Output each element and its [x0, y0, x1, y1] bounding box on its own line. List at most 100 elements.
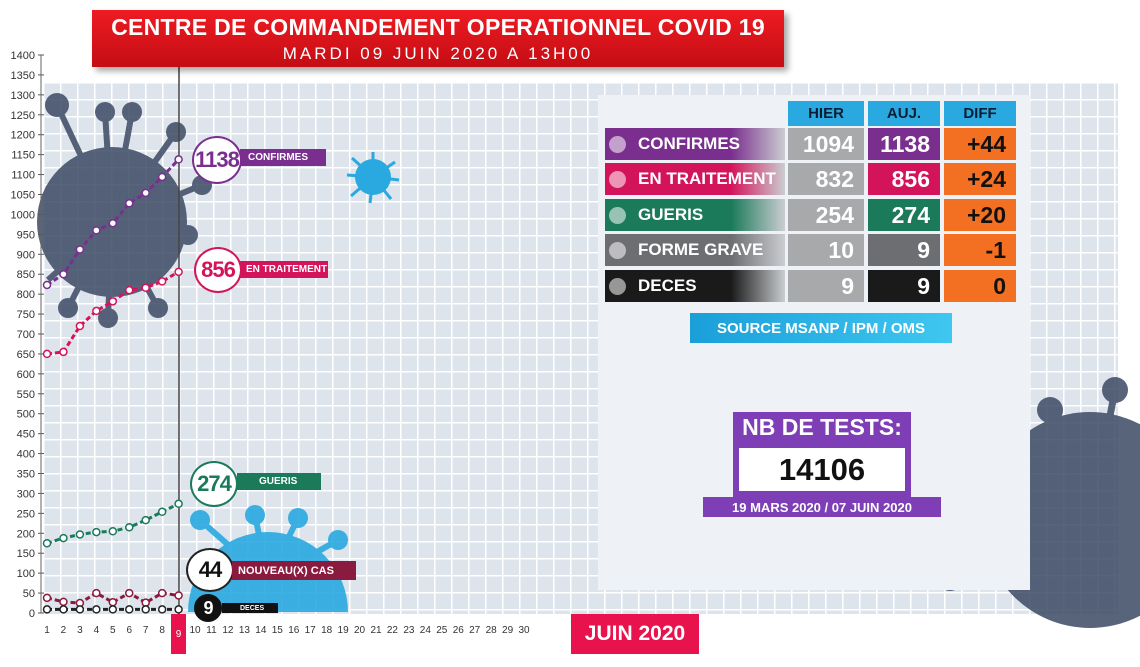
new-cases-tag: NOUVEAU(X) CAS [232, 561, 356, 580]
row-label-text: CONFIRMES [638, 134, 740, 153]
new-cases-value: 44 [198, 557, 223, 582]
series-point [174, 155, 183, 164]
series-point [59, 347, 68, 357]
deces-tag-label: DECES [240, 604, 265, 612]
x-tick-label: 15 [272, 625, 284, 636]
month-label: JUIN 2020 [571, 614, 699, 654]
row-auj-cell: 856 [868, 163, 940, 195]
series-layer [42, 155, 183, 614]
row-dot-icon [609, 277, 626, 295]
virus-illustration-left-icon [37, 93, 212, 328]
x-tick-label: 13 [239, 625, 251, 636]
y-tick-label: 100 [17, 568, 35, 580]
x-tick-label: 17 [305, 625, 317, 636]
deces-tag: DECES [222, 603, 278, 613]
series-point [42, 593, 52, 603]
y-tick-label: 1200 [11, 130, 35, 142]
row-hier-cell: 1094 [788, 128, 864, 160]
x-tick-label: 5 [110, 625, 116, 636]
y-tick-label: 550 [17, 389, 35, 401]
series-point [157, 172, 167, 182]
row-diff-cell: 0 [944, 270, 1016, 302]
row-hier-cell: 254 [788, 199, 864, 231]
series-point [92, 588, 101, 598]
tests-label: NB DE TESTS: [742, 414, 902, 440]
y-axis: 0 50 100 150 200 250 300 350 400 450 500 550 600 650 7… [11, 50, 44, 620]
row-diff-cell: +20 [944, 199, 1016, 231]
row-auj-cell: 9 [868, 234, 940, 266]
row-hier-cell: 10 [788, 234, 864, 266]
row-label-text: GUERIS [638, 205, 704, 224]
y-tick-label: 500 [17, 409, 35, 421]
x-tick-label: 20 [354, 625, 366, 636]
x-tick-label: 24 [420, 625, 432, 636]
row-label: GUERIS [605, 199, 785, 231]
tests-value: 14106 [739, 448, 905, 491]
series-point [108, 597, 118, 607]
tests-period: 19 MARS 2020 / 07 JUIN 2020 [703, 497, 941, 517]
y-tick-label: 350 [17, 469, 35, 481]
y-tick-label: 1400 [11, 50, 35, 62]
y-tick-label: 800 [17, 289, 35, 301]
traitement-value: 856 [201, 257, 236, 282]
series-point [174, 267, 183, 277]
row-hier-cell: 832 [788, 163, 864, 195]
x-tick-label: 1 [44, 625, 50, 636]
series-point [174, 499, 183, 509]
header-auj: AUJ. [868, 101, 940, 126]
series-point [108, 605, 118, 614]
series-point [108, 218, 118, 228]
row-auj-cell: 1138 [868, 128, 940, 160]
x-tick-label: 16 [288, 625, 300, 636]
y-tick-label: 650 [17, 349, 35, 361]
traitement-tag-label: EN TRAITEMENT [246, 264, 328, 275]
source-label: SOURCE MSANP / IPM / OMS [690, 313, 952, 343]
title-banner: CENTRE DE COMMANDEMENT OPERATIONNEL COVI… [92, 10, 784, 67]
source-text: SOURCE MSANP / IPM / OMS [716, 319, 926, 337]
row-auj-cell: 9 [868, 270, 940, 302]
series-point [42, 539, 52, 548]
y-tick-label: 750 [17, 309, 35, 321]
y-tick-label: 600 [17, 369, 35, 381]
header-diff-label: DIFF [963, 105, 997, 122]
series-point [42, 605, 52, 614]
series-point [125, 199, 134, 208]
x-tick-label: 4 [94, 625, 100, 636]
series-point [125, 285, 134, 295]
row-label-text: FORME GRAVE [638, 240, 764, 259]
page-title: CENTRE DE COMMANDEMENT OPERATIONNEL COVI… [111, 14, 765, 40]
page-subtitle: MARDI 09 JUIN 2020 A 13H00 [282, 44, 594, 63]
x-tick-label: 25 [436, 625, 448, 636]
y-tick-label: 0 [29, 608, 35, 620]
x-tick-label: 8 [159, 625, 165, 636]
row-diff-cell: -1 [944, 234, 1016, 266]
x-tick-label: 3 [77, 625, 83, 636]
y-tick-label: 200 [17, 528, 35, 540]
x-tick-label: 18 [321, 625, 333, 636]
month-label-text: JUIN 2020 [584, 622, 686, 645]
x-tick-label: 27 [469, 625, 481, 636]
deces-value-bubble: 9 [194, 594, 222, 622]
series-point [157, 507, 167, 517]
confirmes-tag-label: CONFIRMES [248, 152, 308, 163]
series-point [141, 188, 150, 198]
y-tick-label: 150 [17, 548, 35, 560]
new-cases-value-bubble: 44 [186, 548, 234, 592]
y-tick-label: 850 [17, 269, 35, 281]
y-tick-label: 250 [17, 508, 35, 520]
row-hier-cell: 9 [788, 270, 864, 302]
series-point [59, 269, 68, 279]
series-point [108, 527, 118, 536]
header-hier-label: HIER [808, 105, 844, 122]
row-dot-icon [609, 170, 626, 188]
x-tick-label: 22 [387, 625, 399, 636]
series-point [92, 306, 101, 316]
gueris-tag: GUERIS [237, 473, 321, 490]
row-label: DECES [605, 270, 785, 302]
confirmes-value: 1138 [195, 147, 240, 172]
y-tick-label: 1300 [11, 90, 35, 102]
row-label-text: DECES [638, 276, 697, 295]
x-tick-label: 6 [126, 625, 132, 636]
today-marker-label: 9 [175, 628, 182, 640]
series-point [42, 349, 52, 359]
